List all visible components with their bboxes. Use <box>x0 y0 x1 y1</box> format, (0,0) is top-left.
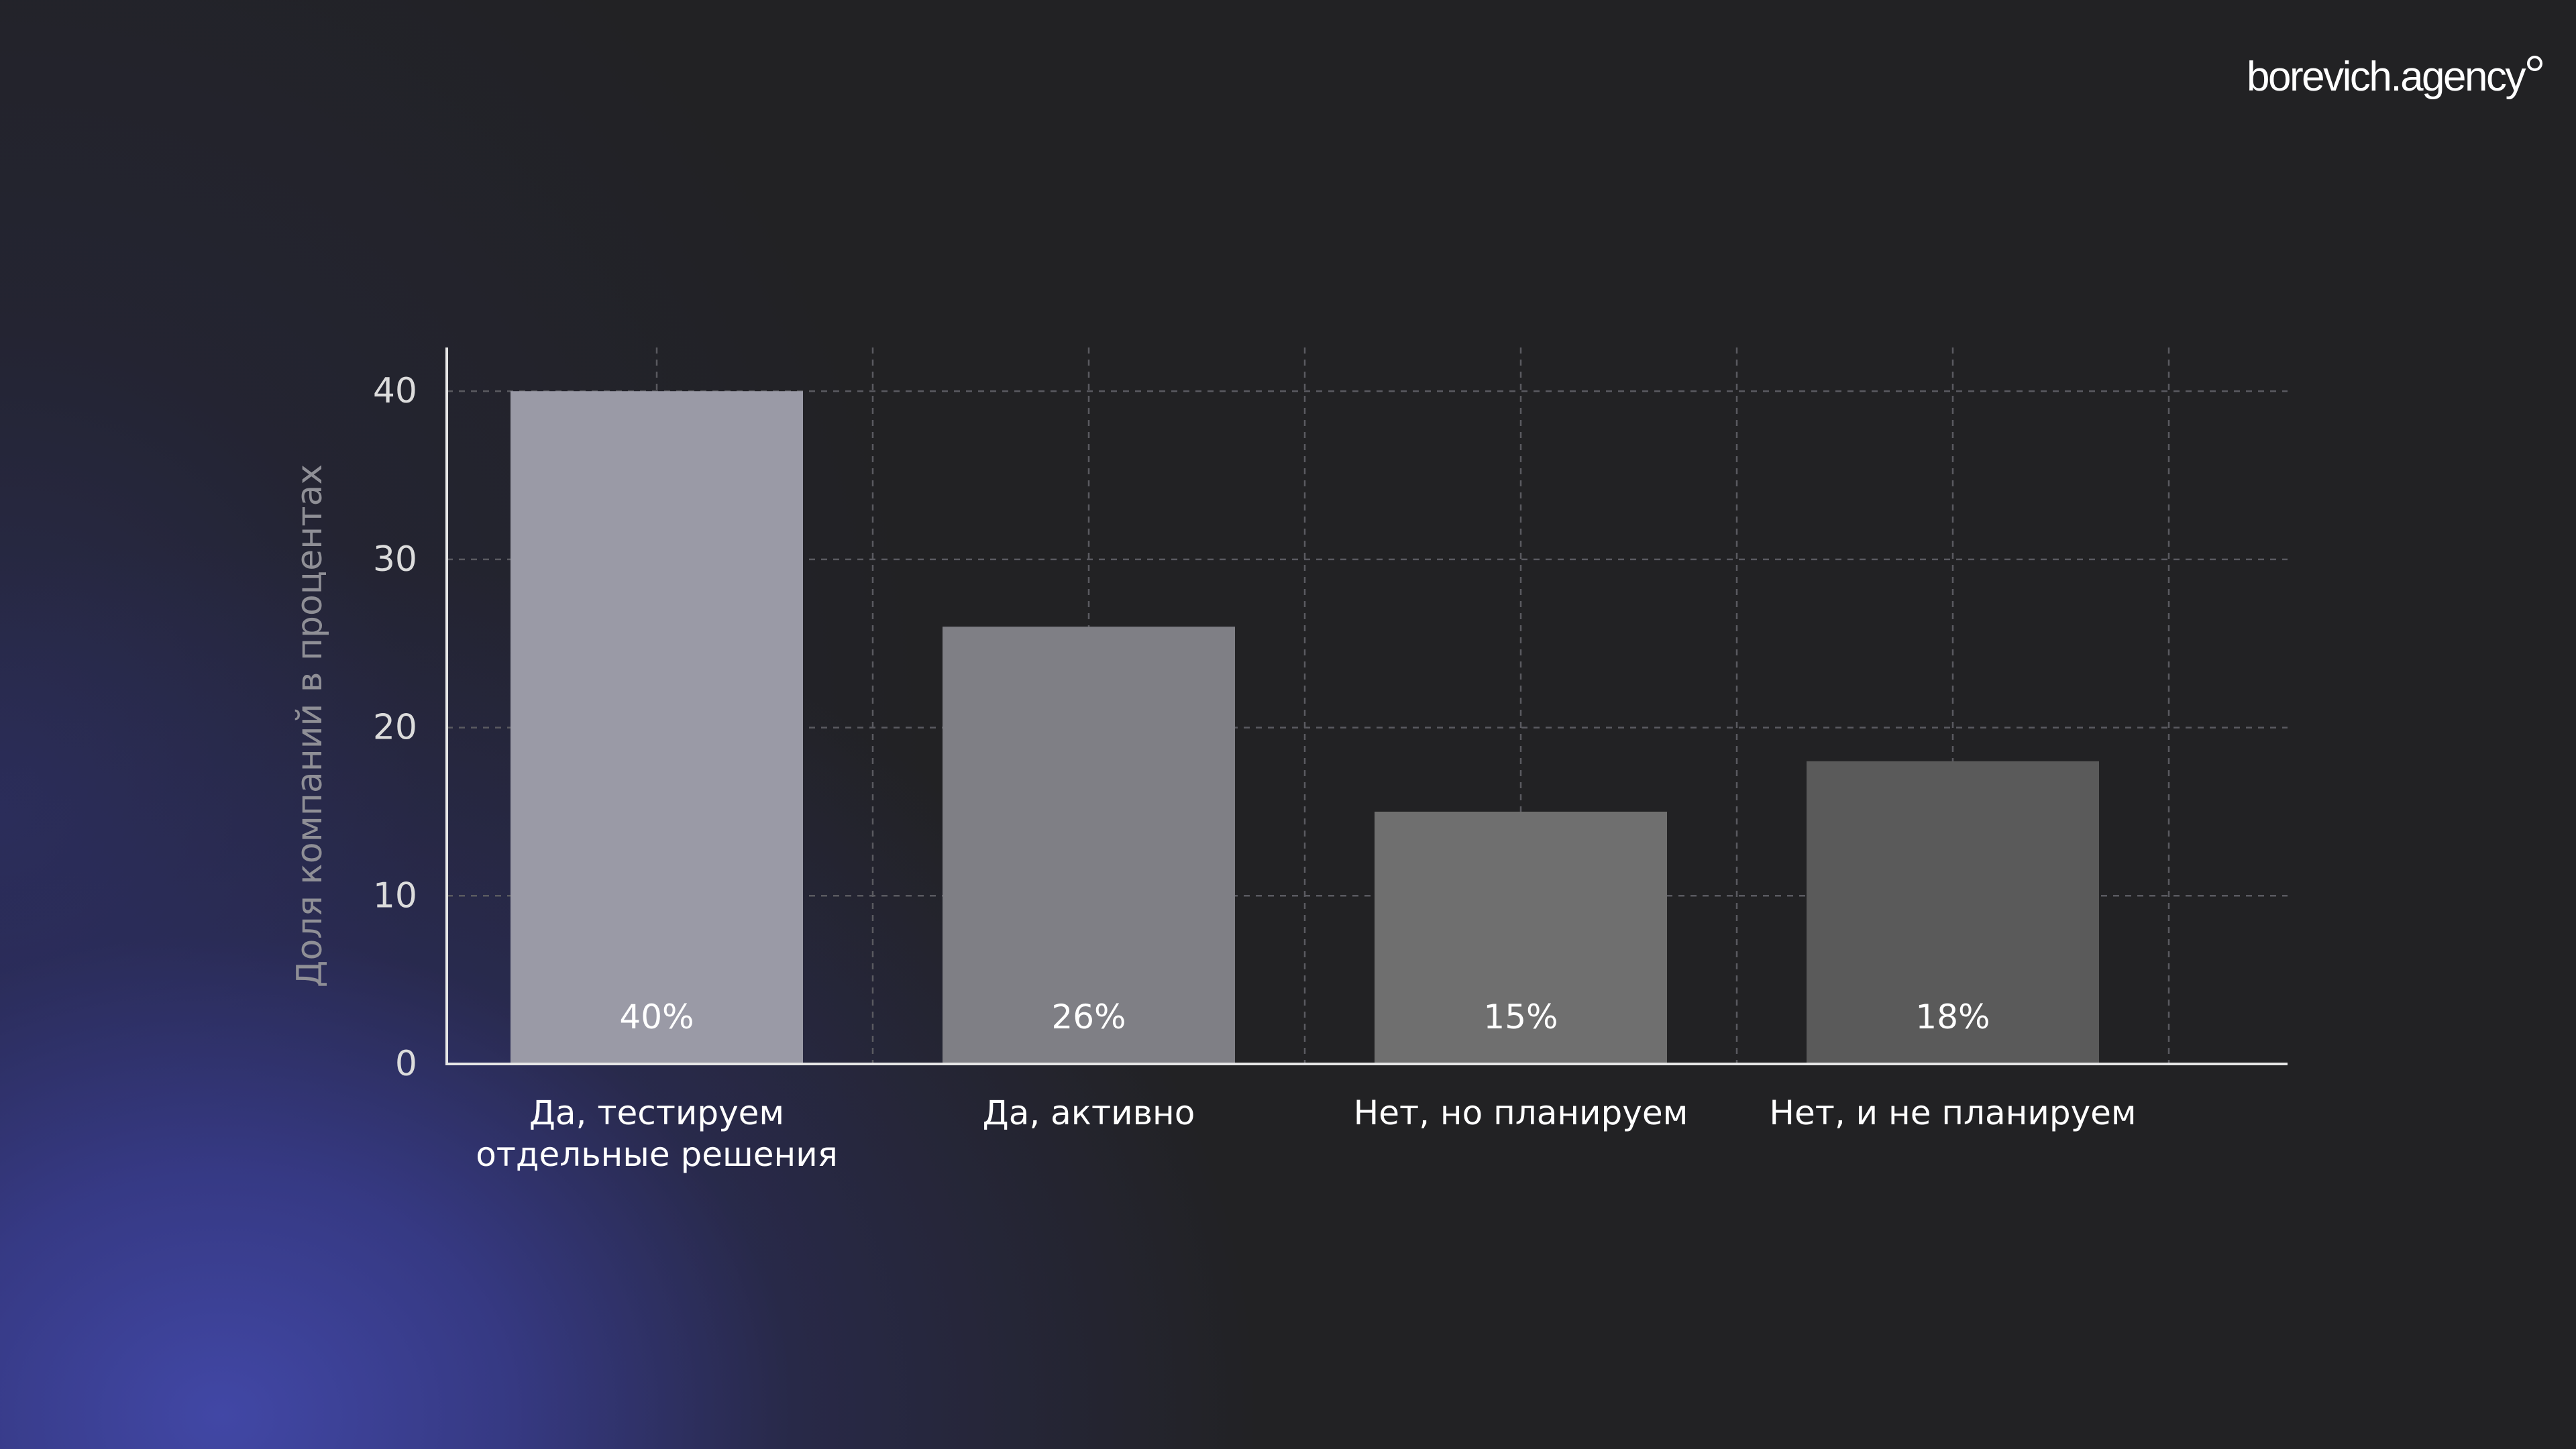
brand-logo: borevich.agency <box>2247 30 2542 123</box>
y-tick-label: 20 <box>373 708 417 748</box>
data-label: 15% <box>1483 998 1558 1036</box>
data-label: 26% <box>1051 998 1126 1036</box>
y-tick-label: 30 <box>373 539 417 580</box>
bar <box>1807 761 2099 1064</box>
brand-logo-ring-icon <box>2527 55 2542 71</box>
category-label: отдельные решения <box>476 1135 838 1174</box>
y-tick-label: 40 <box>373 371 417 411</box>
category-label: Нет, и не планируем <box>1769 1093 2136 1132</box>
data-label: 18% <box>1915 998 1990 1036</box>
bar <box>943 627 1235 1064</box>
category-label: Да, активно <box>983 1093 1195 1132</box>
y-tick-label: 10 <box>373 875 417 916</box>
bar <box>1375 811 1667 1064</box>
data-label: 40% <box>619 998 694 1036</box>
y-axis-title: Доля компаний в процентах <box>290 464 330 987</box>
category-label: Нет, но планируем <box>1354 1093 1688 1132</box>
bar <box>511 391 803 1064</box>
brand-logo-text: borevich.agency <box>2247 53 2526 100</box>
y-tick-label: 0 <box>395 1044 417 1084</box>
category-label: Да, тестируем <box>529 1093 784 1132</box>
